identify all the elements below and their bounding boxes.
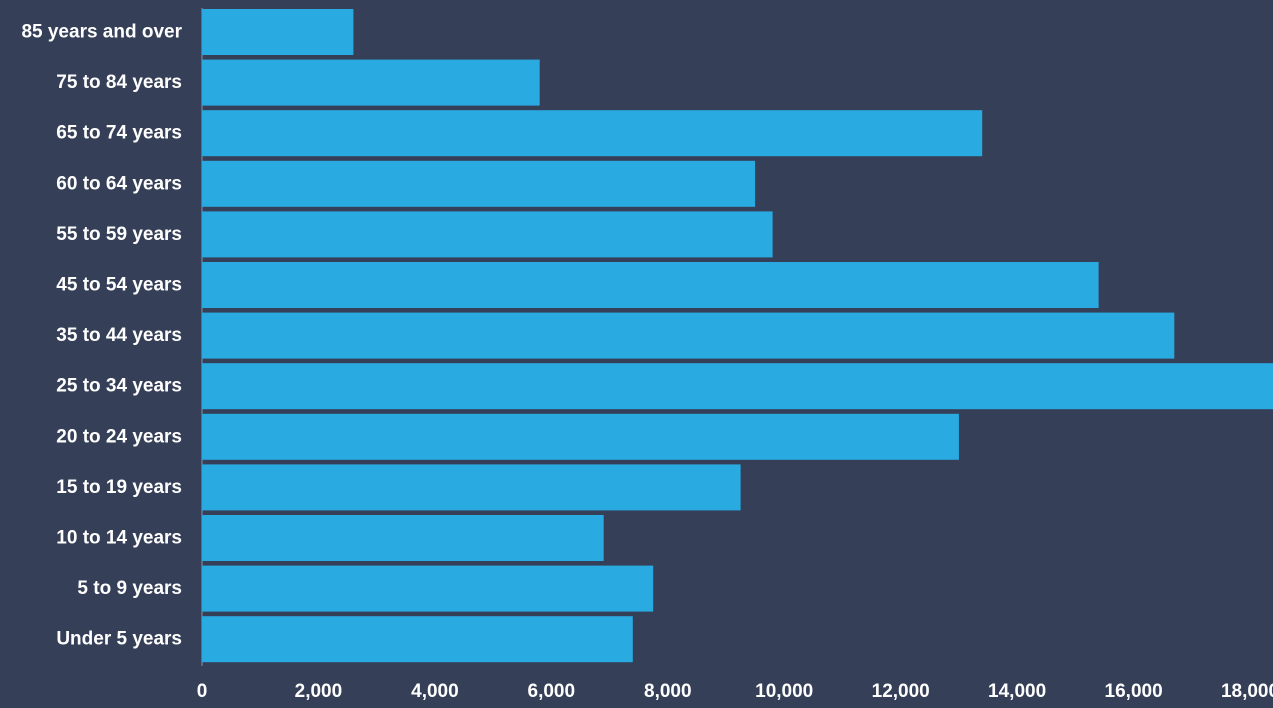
bar-8 <box>202 413 959 460</box>
category-label-4: 55 to 59 years <box>56 224 182 245</box>
category-label-0: 85 years and over <box>21 22 182 43</box>
bar-6 <box>202 312 1175 359</box>
category-label-7: 25 to 34 years <box>56 376 182 397</box>
x-tick-label-3: 6,000 <box>528 681 576 702</box>
bar-0 <box>202 9 354 55</box>
bar-11 <box>202 565 654 612</box>
bar-2 <box>202 110 983 157</box>
bar-9 <box>202 464 741 511</box>
category-label-12: Under 5 years <box>56 629 182 650</box>
category-label-1: 75 to 84 years <box>56 72 182 93</box>
bar-5 <box>202 262 1099 308</box>
category-label-2: 65 to 74 years <box>56 123 182 144</box>
category-label-10: 10 to 14 years <box>56 528 182 549</box>
x-tick-label-0: 0 <box>197 681 208 702</box>
category-labels-group: 85 years and over 75 to 84 years 65 to 74 … <box>21 22 182 650</box>
category-label-5: 45 to 54 years <box>56 275 182 296</box>
bar-12 <box>202 616 633 663</box>
bars-group <box>202 9 1273 663</box>
bar-10 <box>202 515 604 561</box>
category-label-11: 5 to 9 years <box>77 578 182 599</box>
category-label-9: 15 to 19 years <box>56 477 182 498</box>
x-tick-label-9: 18,000 <box>1221 681 1273 702</box>
category-label-6: 35 to 44 years <box>56 325 182 346</box>
bar-3 <box>202 160 756 207</box>
x-tick-label-5: 10,000 <box>755 681 813 702</box>
x-tick-labels-group: 0 2,000 4,000 6,000 8,000 10,000 12,000 14,000 1… <box>197 681 1273 702</box>
x-tick-label-7: 14,000 <box>988 681 1046 702</box>
x-tick-label-4: 8,000 <box>644 681 692 702</box>
x-tick-label-2: 4,000 <box>411 681 459 702</box>
category-label-3: 60 to 64 years <box>56 173 182 194</box>
bar-1 <box>202 59 540 106</box>
category-label-8: 20 to 24 years <box>56 426 182 447</box>
x-tick-label-1: 2,000 <box>295 681 343 702</box>
x-tick-label-8: 16,000 <box>1105 681 1163 702</box>
bar-7 <box>202 363 1273 410</box>
bar-4 <box>202 211 773 258</box>
x-tick-label-6: 12,000 <box>872 681 930 702</box>
